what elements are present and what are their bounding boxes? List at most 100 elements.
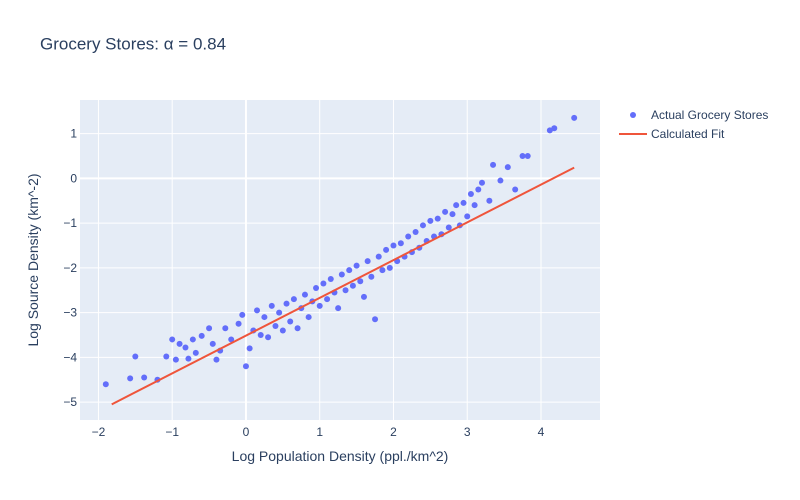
data-point[interactable]: [102, 381, 109, 388]
y-tick-label: 1: [70, 127, 77, 141]
data-point[interactable]: [294, 325, 301, 332]
data-point[interactable]: [169, 336, 176, 343]
data-point[interactable]: [222, 325, 229, 332]
x-tick-label: 3: [464, 425, 471, 439]
data-point[interactable]: [189, 336, 196, 343]
data-point[interactable]: [209, 340, 216, 347]
data-point[interactable]: [486, 197, 493, 204]
data-point[interactable]: [342, 287, 349, 294]
data-point[interactable]: [185, 355, 192, 362]
data-point[interactable]: [405, 233, 412, 240]
x-tick-label: 1: [316, 425, 323, 439]
data-point[interactable]: [335, 305, 342, 312]
data-point[interactable]: [176, 340, 183, 347]
data-point[interactable]: [386, 264, 393, 271]
data-point[interactable]: [375, 253, 382, 260]
data-point[interactable]: [182, 344, 189, 351]
data-point[interactable]: [316, 302, 323, 309]
data-point[interactable]: [453, 202, 460, 209]
x-tick-labels: −2 −1 0 1 2 3 4: [92, 425, 545, 439]
data-point[interactable]: [327, 276, 334, 283]
data-point[interactable]: [368, 273, 375, 280]
data-point[interactable]: [283, 300, 290, 307]
data-point[interactable]: [338, 271, 345, 278]
data-point[interactable]: [213, 356, 220, 363]
data-point[interactable]: [383, 246, 390, 253]
data-point[interactable]: [524, 152, 531, 159]
legend[interactable]: Actual Grocery Stores Calculated Fit: [619, 108, 768, 141]
data-point[interactable]: [364, 258, 371, 265]
data-point[interactable]: [261, 314, 268, 321]
data-point[interactable]: [172, 356, 179, 363]
data-point[interactable]: [313, 284, 320, 291]
data-point[interactable]: [127, 375, 134, 382]
data-point[interactable]: [246, 345, 253, 352]
x-tick-label: −2: [92, 425, 106, 439]
data-point[interactable]: [272, 323, 279, 330]
data-point[interactable]: [301, 291, 308, 298]
fit-line[interactable]: [111, 166, 575, 406]
data-point[interactable]: [320, 280, 327, 287]
data-point[interactable]: [475, 186, 482, 193]
chart-title: Grocery Stores: α = 0.84: [40, 35, 226, 54]
data-point[interactable]: [360, 293, 367, 300]
legend-marker-icon: [630, 112, 636, 118]
data-point[interactable]: [467, 190, 474, 197]
data-point[interactable]: [357, 278, 364, 285]
data-point[interactable]: [287, 318, 294, 325]
data-point[interactable]: [460, 199, 467, 206]
data-point[interactable]: [372, 316, 379, 323]
x-tick-label: 0: [243, 425, 250, 439]
data-point[interactable]: [464, 213, 471, 220]
data-point[interactable]: [346, 267, 353, 274]
y-tick-label: −2: [63, 261, 77, 275]
data-point[interactable]: [276, 309, 283, 316]
data-point[interactable]: [427, 217, 434, 224]
data-point[interactable]: [268, 302, 275, 309]
data-point[interactable]: [132, 353, 139, 360]
data-point[interactable]: [353, 262, 360, 269]
data-point[interactable]: [434, 215, 441, 222]
legend-item-actual[interactable]: Actual Grocery Stores: [630, 108, 768, 122]
data-point[interactable]: [379, 267, 386, 274]
x-tick-label: 4: [538, 425, 545, 439]
data-point[interactable]: [497, 177, 504, 184]
data-point[interactable]: [279, 327, 286, 334]
data-point[interactable]: [512, 186, 519, 193]
data-point[interactable]: [228, 336, 235, 343]
data-point[interactable]: [349, 282, 356, 289]
data-point[interactable]: [390, 242, 397, 249]
data-point[interactable]: [519, 152, 526, 159]
data-point[interactable]: [442, 208, 449, 215]
data-point[interactable]: [449, 211, 456, 218]
data-point[interactable]: [551, 125, 558, 132]
data-point[interactable]: [290, 296, 297, 303]
data-point[interactable]: [141, 374, 148, 381]
data-point[interactable]: [412, 229, 419, 236]
data-point[interactable]: [504, 164, 511, 171]
data-point[interactable]: [471, 202, 478, 209]
data-point[interactable]: [478, 179, 485, 186]
legend-item-fit[interactable]: Calculated Fit: [619, 127, 725, 141]
data-point[interactable]: [265, 334, 272, 341]
data-point[interactable]: [445, 224, 452, 231]
y-tick-label: −5: [63, 395, 77, 409]
data-point[interactable]: [257, 331, 264, 338]
data-point[interactable]: [490, 161, 497, 168]
data-point[interactable]: [198, 332, 205, 339]
data-point[interactable]: [242, 363, 249, 370]
data-point[interactable]: [163, 353, 170, 360]
data-point[interactable]: [397, 240, 404, 247]
data-point[interactable]: [571, 114, 578, 121]
data-point[interactable]: [239, 311, 246, 318]
data-point[interactable]: [235, 320, 242, 327]
data-point[interactable]: [206, 325, 213, 332]
data-point[interactable]: [305, 314, 312, 321]
data-point[interactable]: [324, 296, 331, 303]
data-point[interactable]: [419, 222, 426, 229]
data-point[interactable]: [546, 127, 553, 134]
legend-label-actual: Actual Grocery Stores: [651, 108, 768, 122]
data-point[interactable]: [254, 307, 261, 314]
data-point[interactable]: [192, 349, 199, 356]
